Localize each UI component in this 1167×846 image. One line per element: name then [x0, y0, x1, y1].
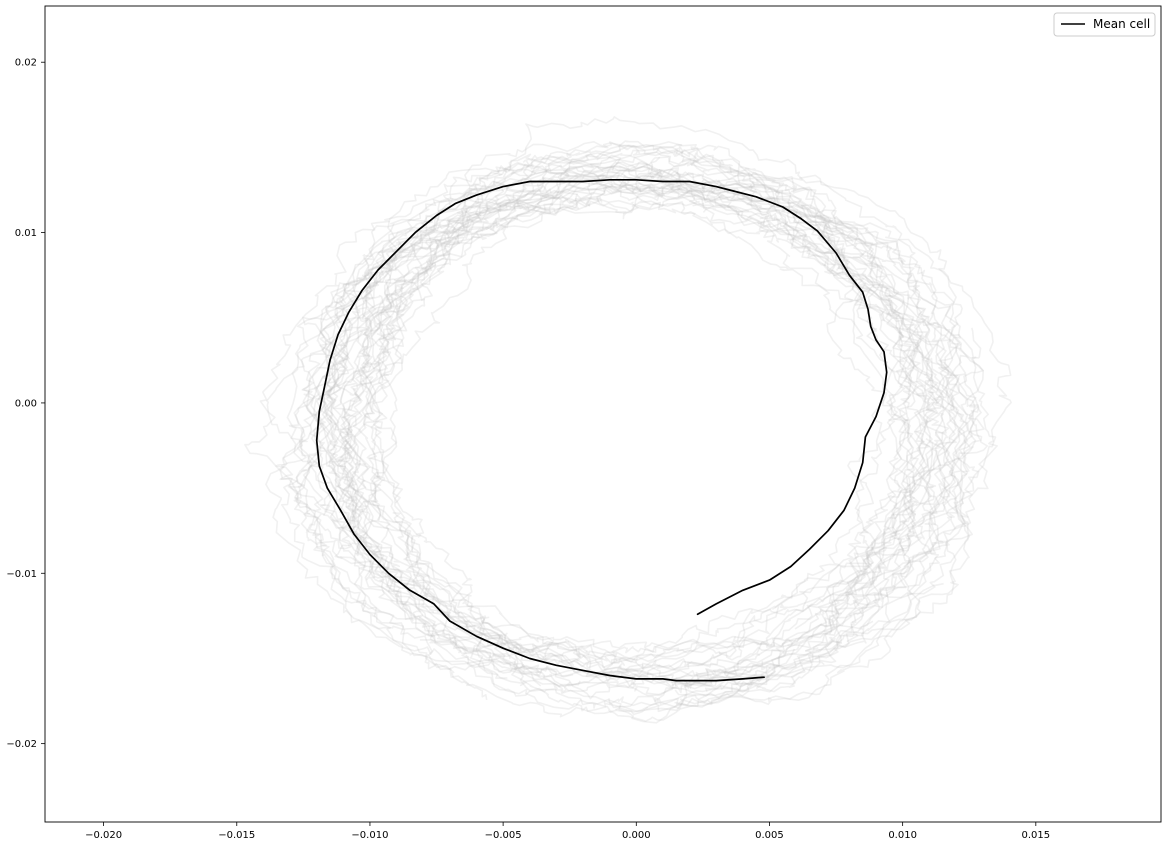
mean-cell-line	[315, 178, 888, 682]
y-axis: 0.02 0.01 0.00 −0.01 −0.02	[6, 58, 45, 750]
background-trace	[314, 180, 969, 692]
plot-frame	[44, 5, 1162, 823]
y-tick-label: 0.00	[15, 398, 37, 409]
y-tick-label: −0.02	[6, 739, 37, 750]
background-trace	[307, 172, 997, 660]
background-trace	[340, 214, 919, 689]
background-trace	[347, 188, 950, 700]
background-trace	[317, 140, 958, 709]
background-trace	[321, 144, 907, 697]
background-trace	[319, 156, 940, 690]
background-trace	[325, 169, 937, 697]
mean-layer	[315, 178, 888, 682]
background-trace	[244, 156, 984, 690]
background-trace	[336, 161, 941, 688]
background-trace	[331, 199, 949, 663]
x-tick-label: 0.010	[888, 830, 917, 841]
x-tick-label: −0.010	[351, 830, 388, 841]
background-trace	[337, 161, 969, 673]
background-trace	[287, 191, 980, 607]
x-tick-label: 0.015	[1021, 830, 1050, 841]
background-trace	[305, 175, 962, 681]
background-trace	[361, 179, 924, 678]
background-cell-traces	[244, 116, 1012, 724]
background-trace	[265, 163, 1012, 678]
background-trace	[354, 154, 925, 657]
y-tick-label: 0.01	[15, 228, 37, 239]
background-trace	[302, 169, 960, 697]
background-trace	[313, 152, 941, 708]
legend: Mean cell	[1053, 12, 1156, 37]
y-tick-label: 0.02	[15, 58, 37, 69]
background-trace	[378, 167, 915, 723]
background-trace	[322, 166, 957, 652]
background-trace	[332, 184, 934, 676]
background-trace	[266, 145, 968, 713]
background-trace	[370, 187, 913, 683]
x-tick-label: −0.005	[485, 830, 522, 841]
background-trace	[339, 159, 854, 693]
background-trace	[354, 142, 888, 710]
x-tick-label: −0.015	[218, 830, 255, 841]
x-tick-label: 0.005	[755, 830, 784, 841]
background-trace	[353, 185, 919, 665]
background-trace	[334, 187, 969, 630]
background-trace	[363, 166, 941, 605]
background-trace	[302, 172, 881, 679]
background-trace	[358, 184, 886, 696]
legend-box	[1053, 12, 1156, 37]
background-trace	[347, 184, 918, 671]
x-tick-label: 0.000	[622, 830, 651, 841]
background-trace	[328, 116, 985, 713]
y-tick-label: −0.01	[6, 569, 37, 580]
x-tick-label: −0.020	[85, 830, 122, 841]
x-axis: −0.020 −0.015 −0.010 −0.005 0.000 0.005 0.010 0…	[85, 822, 1050, 841]
background-trace	[279, 184, 977, 663]
background-trace	[293, 186, 989, 688]
background-trace	[286, 146, 944, 718]
background-trace	[316, 144, 979, 707]
background-trace	[275, 212, 982, 664]
legend-label-mean-cell: Mean cell	[1093, 17, 1150, 31]
